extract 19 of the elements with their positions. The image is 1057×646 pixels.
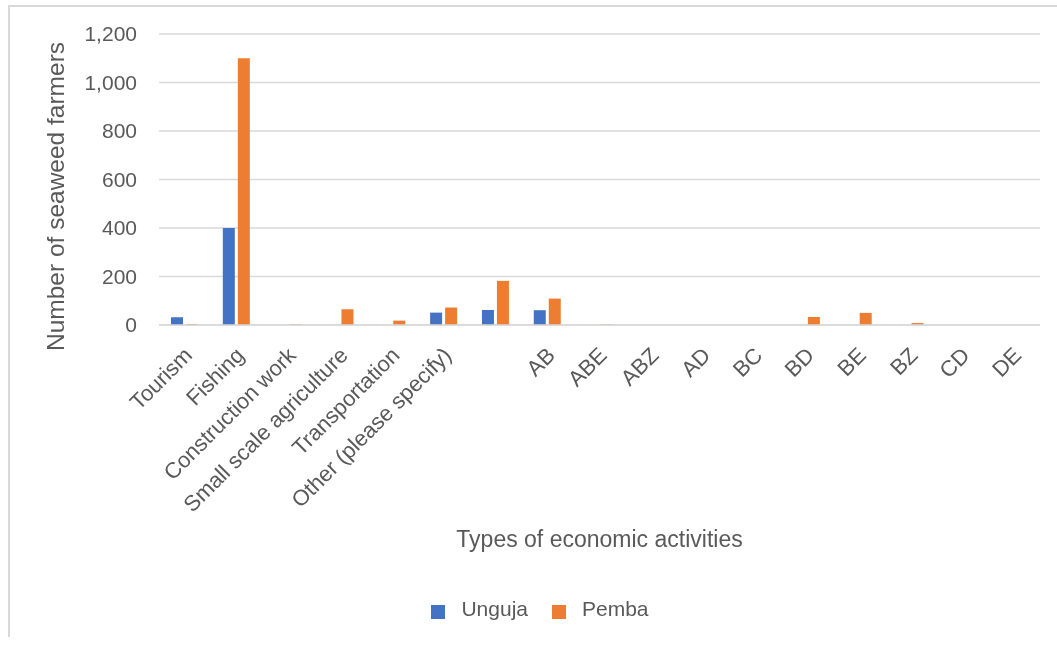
x-axis-title: Types of economic activities — [456, 526, 743, 552]
y-tick-label: 800 — [101, 119, 137, 143]
x-tick-label: BZ — [884, 342, 923, 380]
legend-label: Unguja — [461, 597, 528, 620]
y-axis-title: Number of seaweed farmers — [41, 41, 69, 352]
x-tick-label: AB — [521, 342, 560, 381]
x-tick-label: BD — [779, 342, 819, 382]
y-tick-label: 400 — [101, 216, 137, 240]
x-tick-label: BE — [832, 342, 871, 381]
legend-label: Pemba — [582, 597, 649, 620]
x-tick-label: BC — [727, 342, 767, 382]
x-tick-label: DE — [986, 342, 1026, 382]
y-tick-label: 0 — [125, 313, 137, 337]
x-tick-label: CD — [933, 342, 975, 383]
y-tick-label: 1,200 — [84, 22, 137, 46]
x-tick-label: AD — [675, 342, 715, 382]
y-tick-label: 1,000 — [84, 70, 137, 94]
y-tick-label: 600 — [101, 167, 137, 191]
y-tick-label: 200 — [101, 264, 137, 288]
